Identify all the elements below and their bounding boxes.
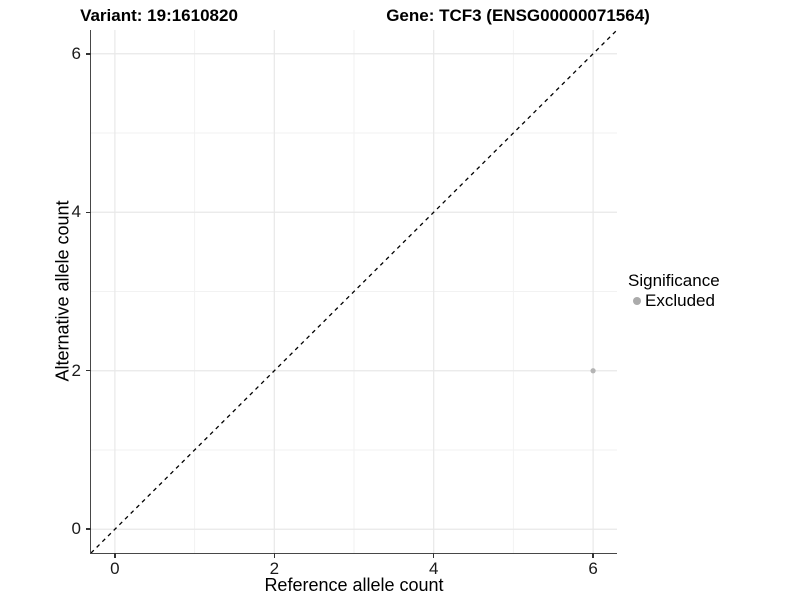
x-tick-mark: [432, 553, 435, 558]
legend-item-label: Excluded: [645, 291, 715, 310]
y-tick-mark: [86, 369, 91, 372]
x-tick-mark: [273, 553, 276, 558]
scatter-plot-canvas: [90, 29, 618, 554]
excluded-point-icon: [633, 297, 641, 305]
y-axis-line: [90, 30, 92, 554]
x-tick-label: 0: [110, 559, 120, 578]
y-tick-label: 6: [71, 43, 81, 63]
legend: Significance Excluded: [628, 271, 720, 311]
variant-title: Variant: 19:1610820: [80, 6, 238, 25]
y-tick-mark: [86, 528, 91, 530]
plot-panel: 0 2 4 6 0 2 4 6: [72, 29, 618, 578]
data-point: [590, 368, 596, 374]
x-axis-title: Reference allele count: [264, 575, 444, 595]
identity-dashed-line: [90, 29, 618, 554]
y-tick-mark: [86, 53, 91, 55]
legend-item-excluded: Excluded: [628, 291, 720, 311]
x-tick-label: 6: [588, 559, 598, 578]
x-tick-label: 2: [269, 559, 280, 578]
x-axis-line: [90, 553, 617, 555]
legend-title: Significance: [628, 271, 720, 290]
x-tick-mark: [114, 553, 116, 558]
x-tick-label: 4: [428, 559, 439, 578]
y-tick-label: 2: [71, 360, 81, 380]
y-tick-label: 0: [71, 519, 81, 539]
x-tick-mark: [592, 553, 594, 558]
y-tick-label: 4: [71, 202, 81, 222]
y-tick-mark: [86, 211, 91, 213]
gene-title: Gene: TCF3 (ENSG00000071564): [386, 6, 650, 25]
y-axis-title: Alternative allele count: [52, 200, 73, 382]
